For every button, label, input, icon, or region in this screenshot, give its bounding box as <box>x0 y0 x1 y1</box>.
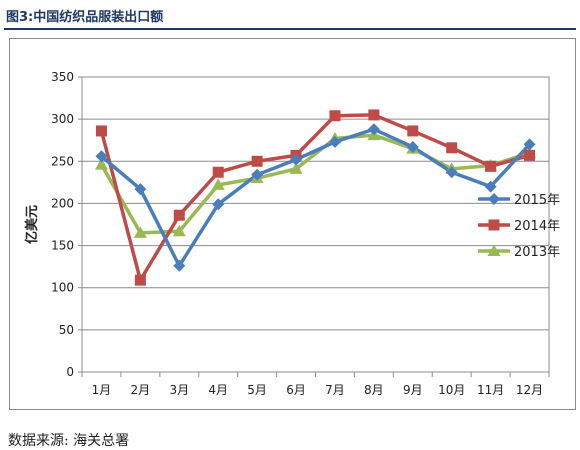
data-point <box>212 166 224 178</box>
data-point <box>485 160 497 172</box>
series-line-2015年 <box>100 127 531 268</box>
title-divider <box>4 28 576 30</box>
x-tick-label: 6月 <box>286 383 306 397</box>
data-point <box>406 140 419 153</box>
legend-label: 2015年 <box>514 193 560 208</box>
data-point <box>407 125 419 137</box>
x-tick-label: 7月 <box>325 383 345 397</box>
y-tick-label: 100 <box>51 281 74 295</box>
data-point <box>95 125 107 137</box>
legend-marker <box>488 193 500 205</box>
series-line-2013年 <box>99 133 531 235</box>
figure-title: 图3:中国纺织品服装出口额 <box>6 10 164 25</box>
data-point <box>367 123 380 136</box>
x-tick-label: 4月 <box>208 383 228 397</box>
data-point <box>328 135 341 148</box>
x-tick-label: 3月 <box>169 383 189 397</box>
legend-label: 2013年 <box>514 245 560 260</box>
data-point <box>484 180 497 193</box>
data-point <box>329 110 341 122</box>
source-note: 数据来源: 海关总署 <box>8 433 130 449</box>
data-point <box>524 149 536 161</box>
data-point <box>134 183 147 196</box>
y-tick-label: 350 <box>51 70 74 84</box>
data-point <box>211 178 225 190</box>
y-axis-title: 亿美元 <box>24 205 40 244</box>
y-tick-label: 300 <box>51 112 74 126</box>
data-point <box>446 142 458 154</box>
data-point <box>172 224 186 237</box>
data-point <box>173 209 185 221</box>
data-point <box>368 109 380 121</box>
data-point <box>94 158 108 170</box>
data-point <box>134 274 146 286</box>
x-tick-label: 1月 <box>92 383 112 397</box>
y-tick-label: 0 <box>66 365 74 379</box>
x-tick-label: 9月 <box>403 383 423 397</box>
series-line-2014年 <box>99 113 531 282</box>
data-point <box>212 198 225 211</box>
data-point <box>251 168 264 181</box>
x-tick-label: 8月 <box>364 383 384 397</box>
y-tick-label: 250 <box>51 154 74 168</box>
y-tick-label: 50 <box>59 323 74 337</box>
x-tick-label: 12月 <box>516 383 543 397</box>
data-point <box>445 166 458 179</box>
data-point <box>95 150 108 163</box>
y-tick-label: 200 <box>51 196 74 210</box>
data-point <box>289 162 303 174</box>
x-tick-label: 5月 <box>247 383 267 397</box>
legend-label: 2014年 <box>514 219 560 234</box>
legend-marker <box>488 219 500 231</box>
x-tick-label: 10月 <box>438 383 465 397</box>
y-tick-label: 150 <box>51 239 74 253</box>
x-tick-label: 2月 <box>131 383 151 397</box>
data-point <box>173 259 186 272</box>
legend-marker <box>487 244 501 256</box>
data-point <box>290 153 303 166</box>
data-point <box>523 138 536 151</box>
data-point <box>133 226 147 238</box>
data-point <box>251 155 263 167</box>
x-tick-label: 11月 <box>477 383 504 397</box>
